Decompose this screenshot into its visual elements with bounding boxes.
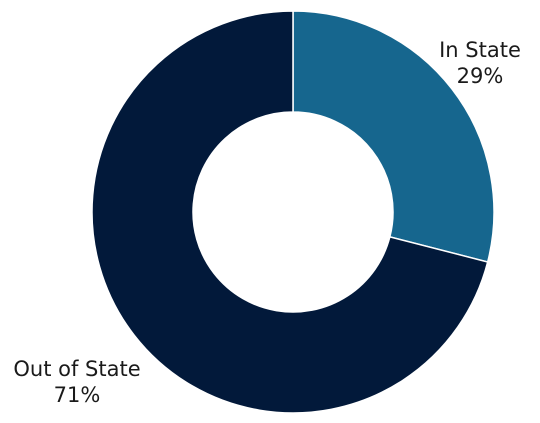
- slice-out-of-state: [91, 10, 489, 414]
- label-in-state-pct: 29%: [457, 64, 504, 88]
- label-in-state: In State 29%: [439, 38, 521, 88]
- label-out-of-state: Out of State 71%: [13, 357, 140, 407]
- label-in-state-name: In State: [439, 38, 521, 62]
- label-out-of-state-name: Out of State: [13, 357, 140, 381]
- slices-group: [91, 10, 495, 414]
- slice-in-state: [292, 10, 495, 263]
- label-out-of-state-pct: 71%: [54, 383, 101, 407]
